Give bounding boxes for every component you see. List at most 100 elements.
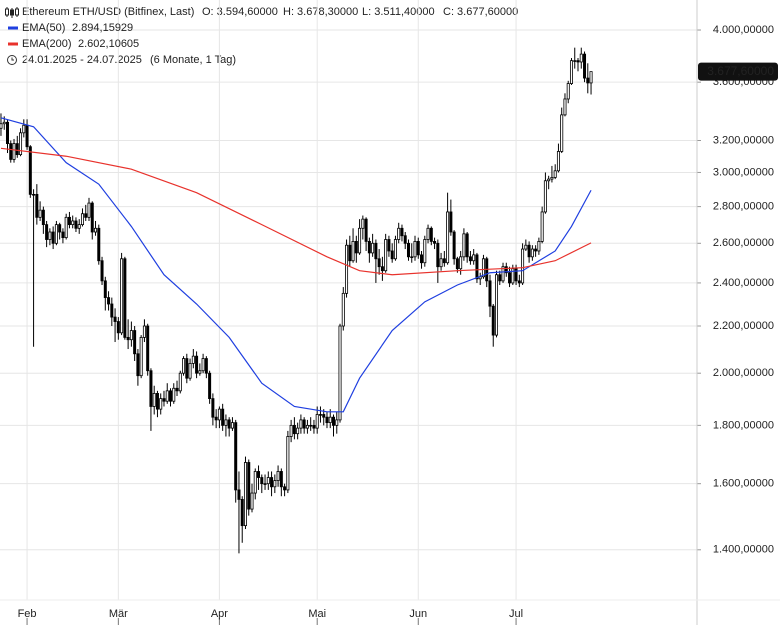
candle-body bbox=[208, 372, 212, 399]
candle-body bbox=[35, 193, 39, 218]
candle-body bbox=[279, 471, 283, 488]
candle-body bbox=[260, 477, 264, 485]
candle-body bbox=[569, 60, 573, 84]
candle-body bbox=[12, 143, 16, 160]
candle-body bbox=[439, 258, 443, 268]
chart-title: Ethereum ETH/USD (Bitfinex, Last) bbox=[22, 6, 194, 18]
candle-body bbox=[579, 53, 583, 63]
x-tick-label: Mär bbox=[109, 608, 128, 620]
candle-body bbox=[175, 387, 179, 392]
candle-body bbox=[257, 471, 261, 478]
candle-body bbox=[87, 202, 91, 218]
candle-body bbox=[397, 227, 401, 240]
y-tick-label: 2.800,00000 bbox=[713, 201, 774, 213]
candle-body bbox=[410, 256, 414, 259]
candle-body bbox=[540, 211, 544, 242]
candle-body bbox=[345, 244, 349, 294]
candle-body bbox=[481, 258, 485, 278]
candle-body bbox=[338, 325, 342, 421]
candle-body bbox=[103, 280, 107, 298]
candle-body bbox=[530, 248, 534, 258]
candle-body bbox=[315, 414, 319, 429]
candle-body bbox=[436, 242, 440, 268]
candle-body bbox=[423, 239, 427, 264]
candle-body bbox=[120, 258, 124, 334]
candle-body bbox=[462, 233, 466, 258]
y-tick-label: 1.400,00000 bbox=[713, 544, 774, 556]
candle-body bbox=[393, 239, 397, 260]
candle-body bbox=[501, 266, 505, 282]
candle-body bbox=[0, 123, 3, 129]
candle-body bbox=[107, 297, 111, 305]
candle-body bbox=[182, 358, 186, 374]
candle-body bbox=[517, 280, 521, 284]
candle-body bbox=[139, 336, 143, 377]
candle-body bbox=[504, 266, 508, 274]
candle-body bbox=[240, 499, 244, 527]
candle-body bbox=[351, 241, 355, 262]
ema-line bbox=[0, 117, 592, 413]
candle-body bbox=[250, 492, 254, 510]
candle-body bbox=[243, 462, 247, 527]
candle-body bbox=[129, 330, 133, 341]
candle-body bbox=[442, 258, 446, 264]
legend-label: EMA(200) bbox=[22, 38, 72, 50]
clock-icon bbox=[7, 55, 17, 65]
candle-body bbox=[204, 358, 208, 374]
candle-body bbox=[126, 336, 130, 341]
y-tick-label: 3.000,00000 bbox=[713, 166, 774, 178]
candle-body bbox=[527, 244, 531, 258]
candle-body bbox=[15, 143, 19, 156]
candle-body bbox=[5, 121, 9, 145]
candle-body bbox=[354, 241, 358, 254]
candle-body bbox=[146, 325, 150, 372]
date-range: 24.01.2025 - 24.07.2025 bbox=[22, 54, 142, 66]
candle-body bbox=[387, 239, 391, 252]
candle-body bbox=[508, 272, 512, 284]
candle-body bbox=[296, 427, 300, 435]
candle-body bbox=[521, 248, 525, 284]
candle-body bbox=[48, 231, 52, 240]
candle-body bbox=[413, 241, 417, 258]
candle-body bbox=[198, 370, 202, 374]
candle-body bbox=[589, 71, 593, 84]
candle-body bbox=[472, 254, 476, 262]
candle-body bbox=[162, 398, 166, 402]
candle-body bbox=[514, 268, 518, 282]
candle-body bbox=[322, 414, 326, 418]
candle-body bbox=[325, 416, 329, 424]
candle-body bbox=[576, 60, 580, 63]
candle-body bbox=[283, 486, 287, 491]
candle-body bbox=[159, 398, 163, 410]
y-tick-label: 2.200,00000 bbox=[713, 320, 774, 332]
candle-body bbox=[403, 235, 407, 244]
candle-body bbox=[416, 241, 420, 256]
candle-body bbox=[224, 419, 228, 426]
x-tick-label: Feb bbox=[18, 608, 37, 620]
candle-body bbox=[488, 280, 492, 307]
candle-body bbox=[191, 355, 195, 364]
candle-body bbox=[560, 114, 564, 152]
candle-body bbox=[188, 362, 192, 379]
candle-body bbox=[550, 177, 554, 180]
candle-body bbox=[9, 143, 13, 160]
candle-body bbox=[468, 256, 472, 262]
y-tick-label: 2.000,00000 bbox=[713, 367, 774, 379]
candle-body bbox=[429, 227, 433, 242]
candle-body bbox=[64, 216, 68, 239]
candle-body bbox=[452, 231, 456, 260]
y-tick-label: 1.600,00000 bbox=[713, 478, 774, 490]
legend-swatch bbox=[8, 26, 18, 30]
candle-body bbox=[80, 213, 84, 226]
candle-body bbox=[292, 424, 296, 435]
candle-body bbox=[227, 419, 231, 429]
candle-body bbox=[586, 77, 590, 84]
candle-body bbox=[332, 416, 336, 426]
candle-body bbox=[312, 424, 316, 429]
candle-body bbox=[211, 398, 215, 418]
candle-body bbox=[498, 274, 502, 282]
candle-body bbox=[406, 242, 410, 258]
candle-body bbox=[253, 471, 257, 494]
candle-body bbox=[51, 231, 55, 244]
candle-body bbox=[543, 180, 547, 213]
